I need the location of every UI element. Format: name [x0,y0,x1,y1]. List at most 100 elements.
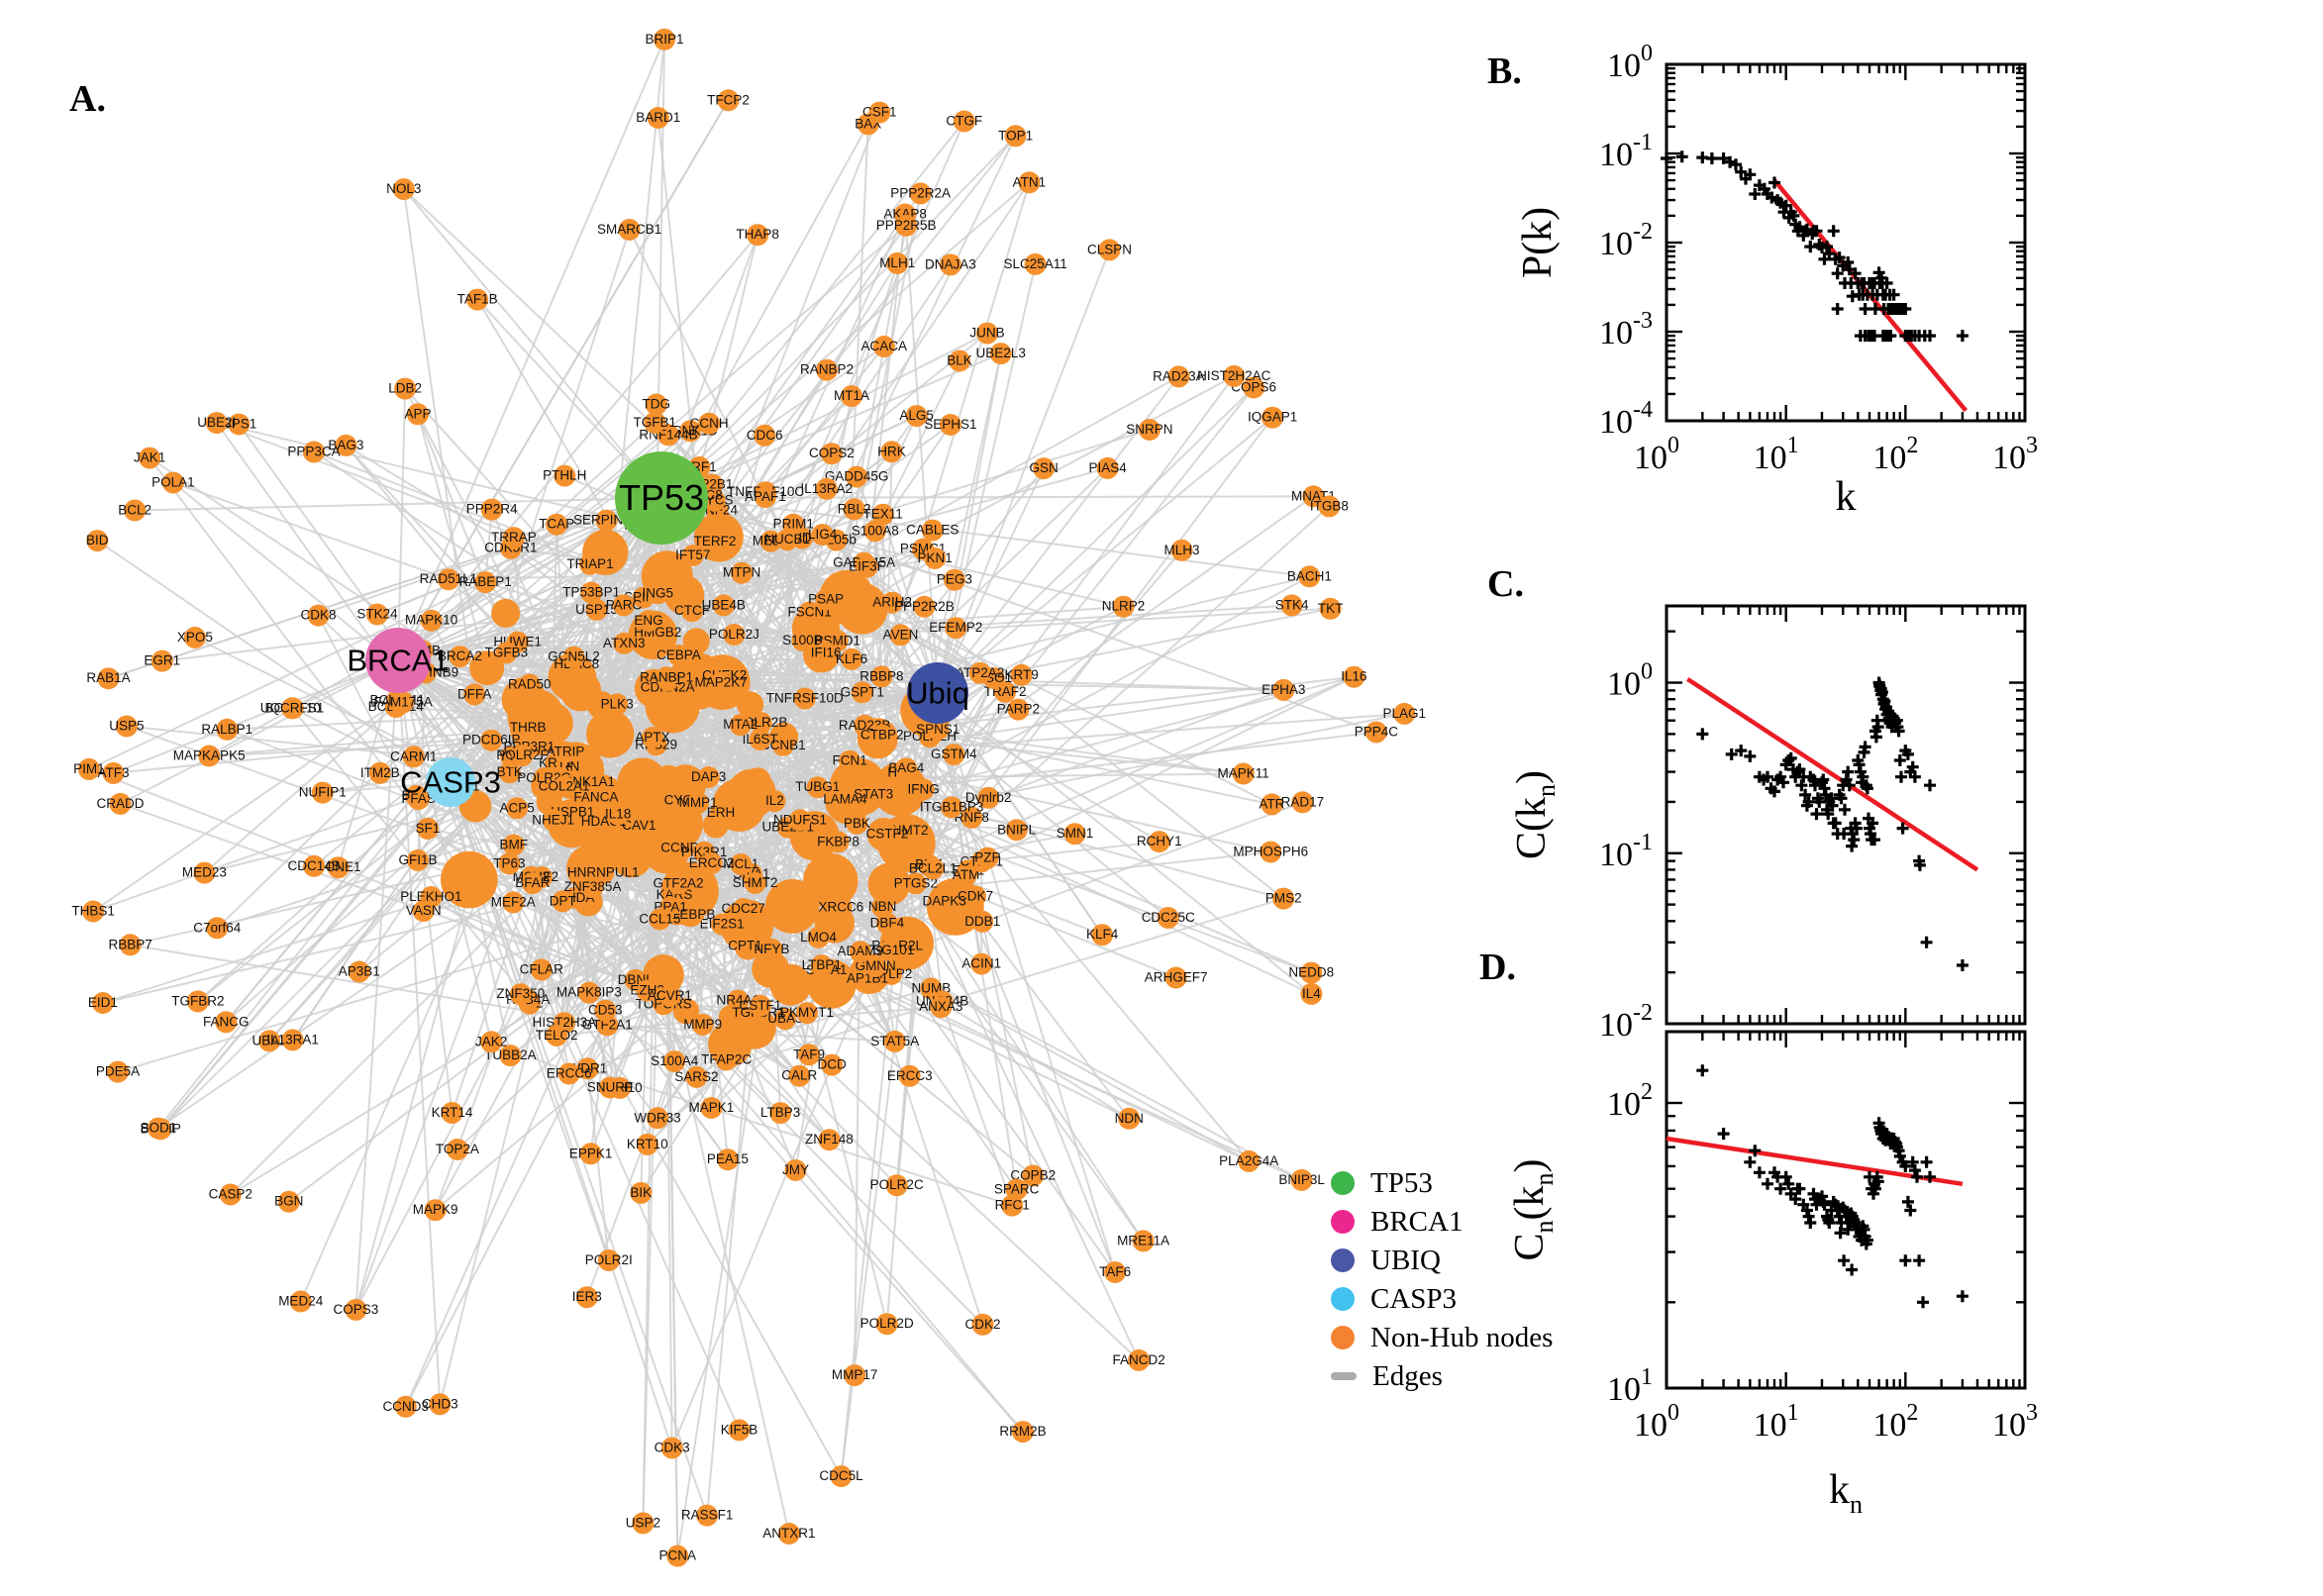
network-edge [157,497,662,1130]
network-node-label: IER3 [572,1289,602,1304]
network-node [1005,1178,1028,1201]
data-point [1924,330,1936,343]
network-node [791,629,814,651]
network-node-label: THAP8 [736,227,779,242]
network-node-label: GFI1B [398,852,437,867]
network-edge [783,692,939,1020]
network-node [904,872,927,895]
network-edge [397,659,668,689]
network-node-label: USP2 [626,1515,660,1530]
network-node [798,1044,820,1066]
network-node-label: TUBG1 [795,779,840,794]
network-edge [660,332,988,499]
network-edge [671,181,1031,707]
network-edge [714,499,1310,578]
network-node-label: KRT14 [432,1105,473,1120]
network-node [480,729,503,751]
network-node-label: PKMYT1 [780,1005,834,1020]
network-node-label: STAT3 [854,786,893,801]
network-node [921,519,944,542]
network-node [533,767,556,789]
data-point [1779,199,1792,212]
network-node [681,545,704,566]
network-node-label: FANCD2 [1112,1352,1164,1367]
data-point [1735,165,1748,178]
network-node [922,857,945,880]
data-point [1846,1263,1859,1276]
network-node-label: ENG [634,613,662,628]
network-node [732,898,755,920]
network-node [685,1065,708,1088]
data-point [1924,1170,1936,1183]
network-node [964,885,986,908]
data-point [1868,1182,1881,1195]
network-node-label: GMNN [856,958,896,973]
network-node-label: GSN [1029,460,1058,475]
data-point [1749,188,1762,200]
network-node [927,718,950,741]
network-node-label: KRT10 [627,1137,668,1151]
legend-item-casp3: CASP3 [1331,1284,1553,1314]
network-node [1063,823,1086,846]
data-point [1857,770,1869,783]
network-node-label: COPS6 [1231,380,1276,395]
network-node [691,1013,714,1036]
network-edge [397,548,924,661]
network-node [700,1097,723,1119]
data-point [1835,792,1848,805]
network-node [636,1133,658,1155]
network-node [107,1060,129,1083]
network-node [752,950,789,988]
network-node [502,834,525,856]
hub-node-ubiq [907,662,968,724]
data-point [1804,1217,1817,1229]
data-point [1917,1296,1929,1309]
hub-node-brca1 [365,628,431,693]
network-node [437,568,459,591]
network-node-label: NFYB [754,942,789,956]
network-node [642,727,663,748]
network-edge [113,659,399,774]
network-node-label: USP5 [109,719,144,734]
network-node-label: ALG5 [899,408,934,423]
network-node-label: BNIPL [997,822,1037,837]
network-node-label: ACACA [861,339,908,353]
network-node [449,646,471,668]
network-node [827,831,850,853]
network-node [281,697,303,720]
network-node-label: MLH1 [879,255,915,270]
network-node [943,568,965,591]
network-node-label: BAG3 [328,438,363,452]
network-node [469,650,505,686]
network-node-label: TAF9 [793,1047,825,1061]
network-edge [108,497,662,680]
network-node-label: LTBP3 [760,1105,800,1120]
network-node-label: CD53 [588,1003,623,1018]
network-node-label: TGFB1 [634,415,677,430]
network-node-label: KRT9 [1004,667,1038,682]
network-node [1004,125,1027,148]
network-hub-nodes: TP53 BRCA1 Ubiq CASP3 [347,451,969,807]
network-node [1007,698,1030,721]
network-node [843,498,865,521]
data-point [1893,754,1906,766]
network-node-label: TSG101 [864,943,914,957]
data-point [1892,725,1905,738]
network-node [1291,791,1314,814]
data-point [1793,221,1806,234]
network-node [498,761,521,784]
network-node-label: IL13RA2 [801,481,854,496]
network-node [466,288,489,311]
network-node-label: MED24 [278,1294,324,1309]
network-node-label: RRM2B [999,1424,1046,1439]
network-node [506,797,529,820]
network-node [1319,597,1342,620]
network-edge [937,467,1046,694]
network-node [844,1364,866,1387]
data-point [1696,728,1709,741]
tick-label: 100 [1607,41,1653,84]
network-node [289,1290,312,1313]
network-node [698,412,721,435]
network-node-label: DNAJA3 [925,256,976,271]
network-node [875,912,898,935]
